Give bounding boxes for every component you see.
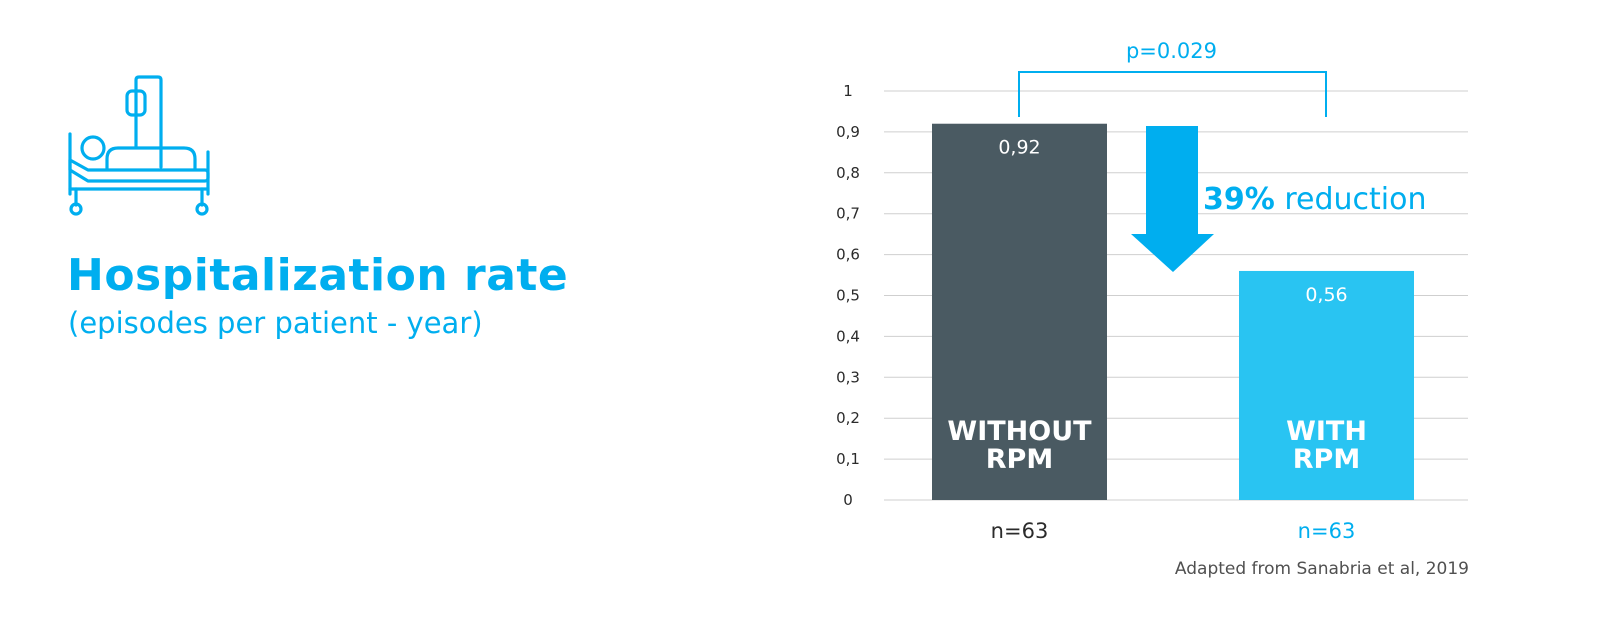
p-value-label: p=0.029 (1126, 39, 1217, 63)
bar-without-rpm (932, 123, 1107, 500)
page-title: Hospitalization rate (67, 250, 569, 301)
y-tick-label: 0,3 (836, 368, 860, 386)
bar-value-label: 0,56 (1305, 284, 1347, 306)
y-tick-label: 0,8 (836, 164, 860, 182)
y-tick-label: 0,7 (836, 205, 860, 223)
bar-value-label: 0,92 (998, 137, 1040, 159)
bar-category-label: WITHOUT (947, 416, 1092, 447)
bar-category-label: WITH (1286, 416, 1367, 447)
hospital-bed-icon (68, 75, 210, 216)
bar-with-rpm (1239, 270, 1414, 500)
y-tick-label: 1 (843, 82, 853, 100)
y-tick-label: 0,5 (836, 287, 860, 305)
header-panel: Hospitalization rate (episodes per patie… (0, 0, 700, 633)
y-tick-label: 0 (843, 491, 853, 509)
y-tick-label: 0,9 (836, 123, 860, 141)
reduction-percent: 39% (1203, 182, 1275, 217)
reduction-label: 39% reduction (1203, 182, 1427, 217)
bar-category-label: RPM (986, 444, 1053, 475)
source-citation: Adapted from Sanabria et al, 2019 (1175, 559, 1469, 579)
significance-bracket (1018, 71, 1327, 117)
reduction-arrow (1131, 126, 1214, 272)
sample-size-label: n=63 (1298, 519, 1356, 543)
bar-category-label: RPM (1293, 444, 1360, 475)
y-tick-label: 0,2 (836, 409, 860, 427)
y-tick-label: 0,1 (836, 450, 860, 468)
y-tick-label: 0,6 (836, 246, 860, 264)
sample-size-label: n=63 (991, 519, 1049, 543)
page-subtitle: (episodes per patient - year) (68, 306, 483, 340)
y-tick-label: 0,4 (836, 327, 860, 345)
reduction-word: reduction (1275, 182, 1427, 217)
